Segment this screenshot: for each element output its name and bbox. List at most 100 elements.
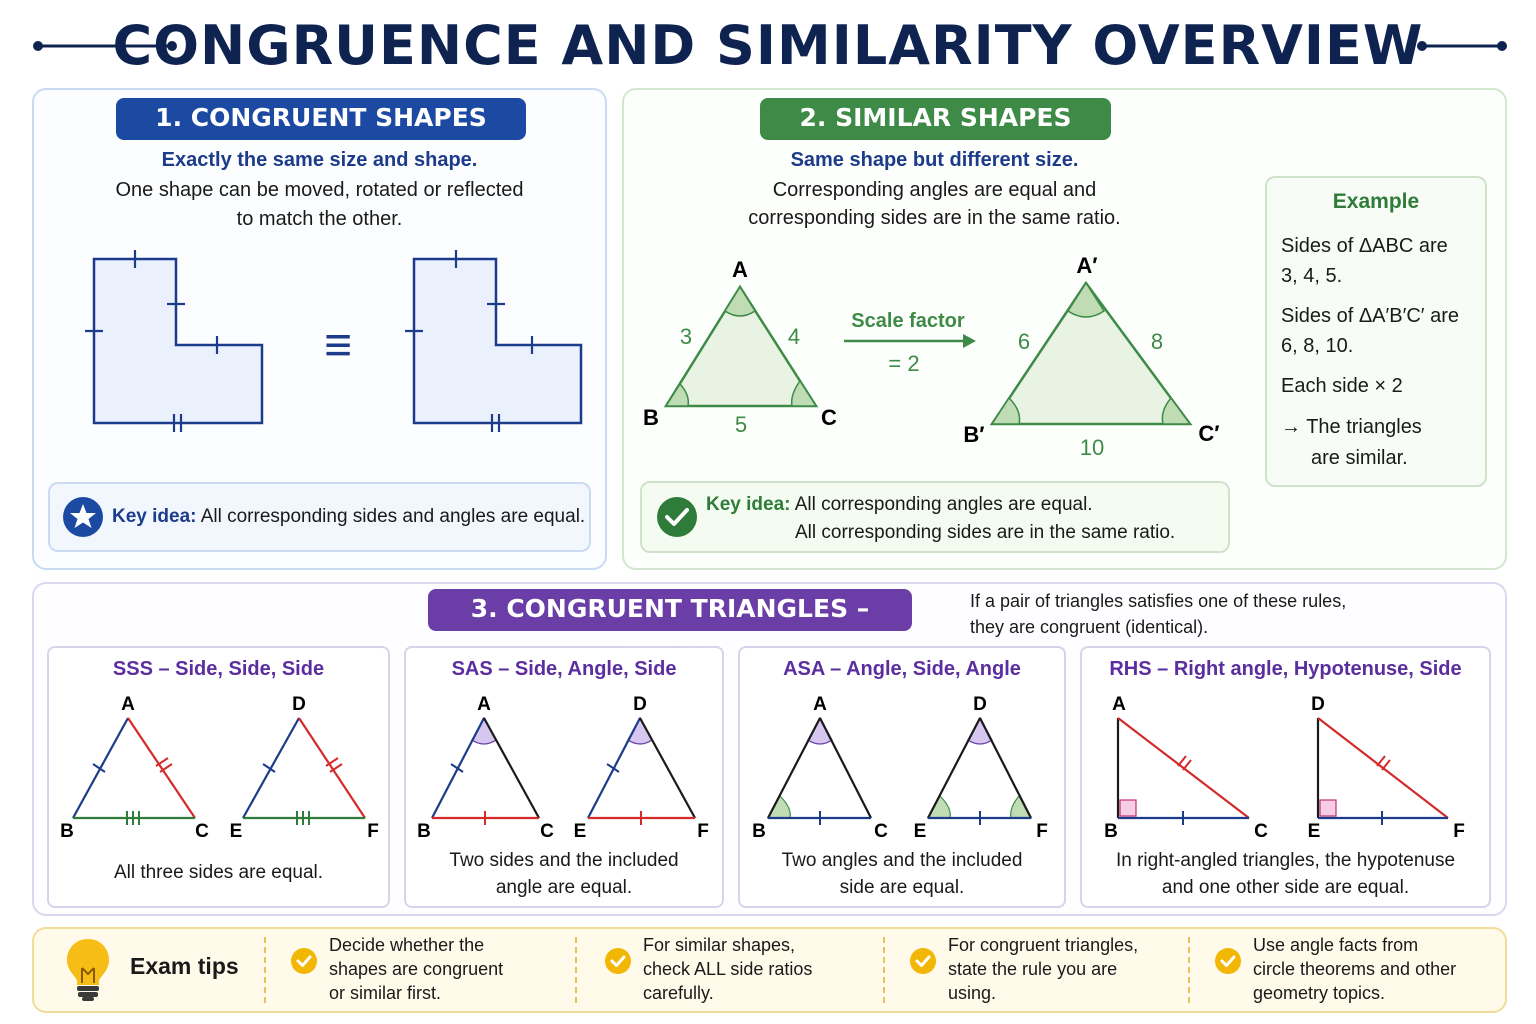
- similar-heading: 2. SIMILAR SHAPES: [760, 98, 1111, 140]
- example-line-1: Sides of ΔABC are: [1281, 235, 1448, 257]
- scale-factor-label: Scale factor: [851, 310, 965, 332]
- title-decoration-left: [33, 41, 177, 51]
- sss-diagram: A B C D E F: [60, 694, 379, 842]
- large-triangle: [989, 280, 1193, 426]
- similar-subtitle: Same shape but different size.: [790, 149, 1079, 171]
- rule-card-asa: ASA – Angle, Side, Angle A B C D E F Two…: [738, 646, 1066, 908]
- small-side-ab: 3: [680, 324, 692, 349]
- tip-1-line2: shapes are congruent: [329, 959, 504, 979]
- svg-text:B: B: [60, 821, 74, 842]
- tip-3-line3: using.: [948, 983, 997, 1003]
- example-line-7: are similar.: [1311, 447, 1408, 469]
- large-side-ab: 6: [1018, 329, 1030, 354]
- tips-separator: [264, 937, 266, 1003]
- svg-text:E: E: [1308, 821, 1321, 842]
- svg-text:B: B: [752, 821, 766, 842]
- large-vertex-b: B′: [963, 422, 984, 447]
- similar-key-label: Key idea:: [706, 494, 791, 515]
- svg-text:D: D: [973, 694, 987, 715]
- tip-3: For congruent triangles, state the rule …: [948, 933, 1178, 1005]
- similar-key-line1: All corresponding angles are equal.: [794, 494, 1093, 515]
- example-line-3: Sides of ΔA′B′C′ are: [1281, 305, 1460, 327]
- rule-card-rhs: RHS – Right angle, Hypotenuse, Side A B …: [1080, 646, 1491, 908]
- scale-factor-value: = 2: [888, 351, 919, 376]
- tips-separator: [575, 937, 577, 1003]
- rule-title-asa: ASA – Angle, Side, Angle: [783, 658, 1021, 680]
- svg-text:D: D: [633, 694, 647, 715]
- svg-text:E: E: [230, 821, 243, 842]
- congruent-shapes-diagram: ≡: [85, 250, 583, 432]
- small-vertex-c: C: [821, 405, 837, 430]
- congruence-symbol: ≡: [324, 319, 352, 372]
- svg-text:D: D: [292, 694, 306, 715]
- large-vertex-a: A′: [1076, 253, 1097, 278]
- congruent-key-label: Key idea:: [112, 506, 197, 527]
- similar-example-box: Example Sides of ΔABC are 3, 4, 5. Sides…: [1265, 176, 1487, 487]
- example-line-4: 6, 8, 10.: [1281, 335, 1354, 357]
- rules-heading: 3. CONGRUENT TRIANGLES – RULES: [428, 589, 912, 663]
- svg-text:A: A: [121, 694, 135, 715]
- svg-text:E: E: [914, 821, 927, 842]
- similar-triangles-diagram: A B C 3 4 5 Scale factor = 2 A′ B′ C′ 6 …: [643, 253, 1220, 460]
- tick-marks-left: [85, 250, 219, 432]
- lightbulb-icon: [67, 939, 109, 1001]
- example-line-2: 3, 4, 5.: [1281, 265, 1343, 287]
- tip-4-line2: circle theorems and other: [1253, 959, 1457, 979]
- svg-text:D: D: [1311, 694, 1325, 715]
- small-triangle: [663, 284, 819, 408]
- tip-2-line1: For similar shapes,: [643, 935, 796, 955]
- tip-4: Use angle facts from circle theorems and…: [1253, 933, 1493, 1005]
- congruent-heading: 1. CONGRUENT SHAPES: [116, 98, 526, 140]
- l-shape-left: [92, 257, 264, 425]
- rule-desc-sss-1: All three sides are equal.: [113, 862, 324, 883]
- rule-desc-sas-2: angle are equal.: [495, 877, 633, 898]
- svg-text:A: A: [813, 694, 827, 715]
- rule-title-sss: SSS – Side, Side, Side: [112, 658, 325, 680]
- svg-text:F: F: [1453, 821, 1465, 842]
- rule-desc-rhs-2: and one other side are equal.: [1161, 877, 1410, 898]
- large-vertex-c: C′: [1198, 421, 1219, 446]
- page-title: CONGRUENCE AND SIMILARITY OVERVIEW: [112, 14, 1424, 77]
- svg-text:B: B: [1104, 821, 1118, 842]
- rule-card-sas: SAS – Side, Angle, Side A B C D E F Two …: [404, 646, 724, 908]
- tip-3-line2: state the rule you are: [948, 959, 1118, 979]
- check-icon: [605, 948, 631, 974]
- tip-4-line3: geometry topics.: [1253, 983, 1386, 1003]
- tip-4-line1: Use angle facts from: [1253, 935, 1419, 955]
- svg-text:C: C: [540, 821, 554, 842]
- svg-text:C: C: [874, 821, 888, 842]
- example-line-6: → The triangles: [1281, 416, 1422, 438]
- congruent-desc-line2: to match the other.: [236, 208, 403, 230]
- scale-arrow-icon: [844, 334, 976, 348]
- example-title: Example: [1332, 190, 1420, 213]
- rules-intro: If a pair of triangles satisfies one of …: [970, 588, 1490, 640]
- rule-card-sss: SSS – Side, Side, Side A B C D E F All t…: [47, 646, 390, 908]
- exam-tips-label: Exam tips: [130, 953, 239, 979]
- svg-text:A: A: [477, 694, 491, 715]
- rule-desc-sas-1: Two sides and the included: [449, 850, 679, 871]
- congruent-desc-line1: One shape can be moved, rotated or refle…: [115, 179, 524, 201]
- large-side-bc: 10: [1080, 435, 1104, 460]
- rhs-diagram: A B C D E F: [1104, 694, 1465, 842]
- sas-diagram: A B C D E F: [417, 694, 709, 842]
- example-line-5: Each side × 2: [1281, 375, 1403, 397]
- svg-text:C: C: [195, 821, 209, 842]
- star-icon: [63, 497, 103, 537]
- check-icon: [1215, 948, 1241, 974]
- congruent-key-idea-box: Key idea: All corresponding sides and an…: [48, 482, 591, 552]
- rules-intro-line1: If a pair of triangles satisfies one of …: [970, 591, 1347, 611]
- asa-diagram: A B C D E F: [752, 694, 1048, 842]
- tip-1: Decide whether the shapes are congruent …: [329, 933, 559, 1005]
- exam-tips-panel: [32, 927, 1507, 1013]
- svg-text:B: B: [417, 821, 431, 842]
- l-shape-right: [412, 257, 583, 425]
- tip-1-line1: Decide whether the: [329, 935, 485, 955]
- svg-text:C: C: [1254, 821, 1268, 842]
- check-icon: [291, 948, 317, 974]
- tick-marks-right: [405, 250, 534, 432]
- title-decoration-right: [1417, 41, 1507, 51]
- tip-2: For similar shapes, check ALL side ratio…: [643, 933, 873, 1005]
- rule-desc-asa-2: side are equal.: [839, 877, 965, 898]
- small-vertex-b: B: [643, 405, 659, 430]
- similar-desc-line1: Corresponding angles are equal and: [772, 179, 1097, 201]
